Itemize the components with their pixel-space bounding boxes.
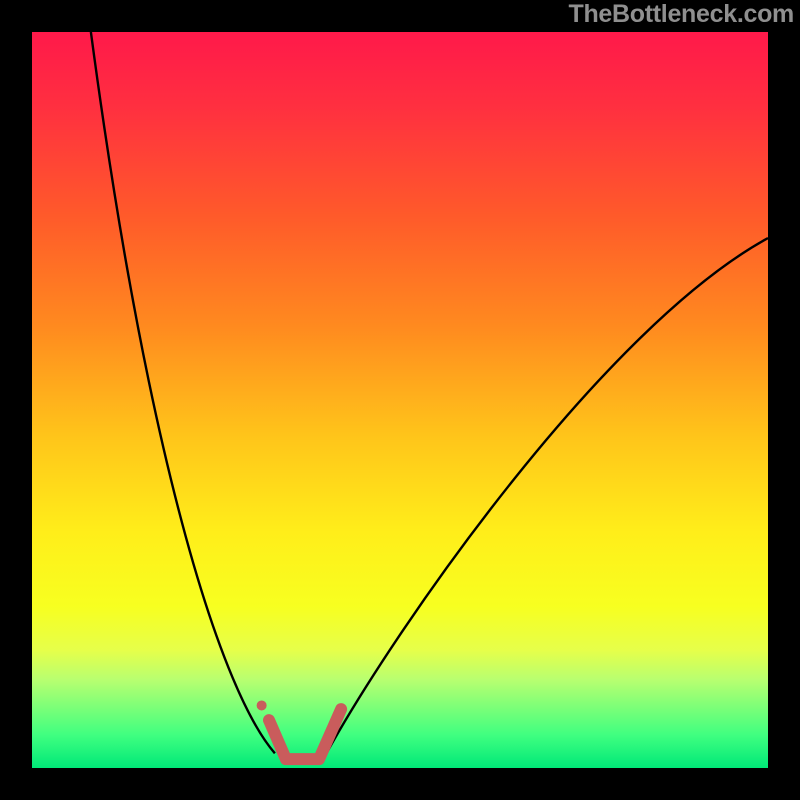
plot-background <box>32 32 768 768</box>
valley-marker-dot <box>257 700 267 710</box>
watermark-text: TheBottleneck.com <box>568 0 794 27</box>
bottleneck-curve-chart <box>0 0 800 800</box>
chart-stage: TheBottleneck.com <box>0 0 800 800</box>
